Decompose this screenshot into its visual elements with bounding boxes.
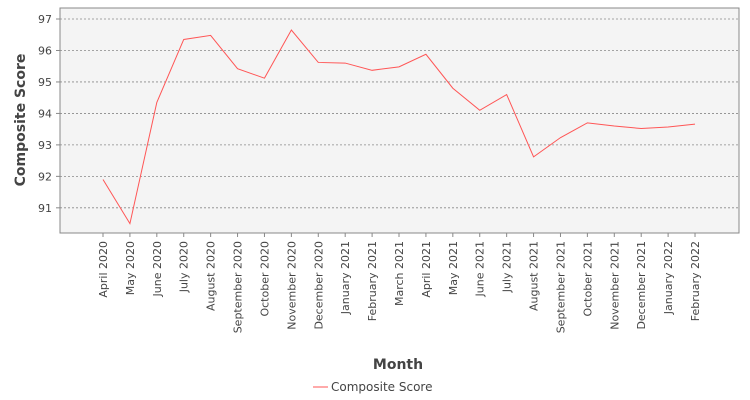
x-tick-label: September 2021 <box>554 241 567 333</box>
x-tick-label: May 2021 <box>447 241 460 295</box>
gridlines <box>60 18 739 209</box>
legend-label: Composite Score <box>331 380 432 394</box>
x-tick-label: June 2021 <box>474 241 487 297</box>
y-tick-label: 97 <box>38 13 52 26</box>
plot-area <box>59 7 740 234</box>
x-tick-label: February 2022 <box>689 241 702 321</box>
y-tick-label: 91 <box>38 202 52 215</box>
x-tick-label: April 2021 <box>420 241 433 298</box>
x-tick-label: October 2021 <box>581 241 594 317</box>
x-tick-label: January 2022 <box>662 241 675 315</box>
y-axis-ticks: 91 92 93 94 95 96 97 <box>38 13 60 215</box>
x-tick-label: June 2020 <box>151 241 164 297</box>
y-tick-label: 92 <box>38 170 52 183</box>
x-tick-label: October 2020 <box>258 241 271 317</box>
x-tick-label: May 2020 <box>124 241 137 295</box>
x-tick-label: August 2020 <box>205 241 218 311</box>
y-tick-label: 95 <box>38 76 52 89</box>
x-tick-label: January 2021 <box>339 241 352 315</box>
x-tick-label: March 2021 <box>393 241 406 306</box>
x-tick-label: December 2021 <box>635 241 648 330</box>
y-tick-label: 96 <box>38 44 52 57</box>
y-axis-title: Composite Score <box>13 54 29 187</box>
x-tick-label: February 2021 <box>366 241 379 321</box>
series-lines <box>102 29 696 225</box>
x-tick-label: April 2020 <box>97 241 110 298</box>
y-tick-label: 93 <box>38 139 52 152</box>
x-tick-label: July 2021 <box>501 241 514 293</box>
x-axis-ticks: April 2020 May 2020 June 2020 July 2020 Augu… <box>97 233 702 333</box>
x-tick-label: August 2021 <box>528 241 541 311</box>
y-tick-label: 94 <box>38 107 52 120</box>
series-line-0 <box>102 29 696 225</box>
legend: Composite Score <box>313 380 432 394</box>
x-tick-label: December 2020 <box>312 241 325 330</box>
x-tick-label: November 2021 <box>608 241 621 330</box>
x-axis-title: Month <box>373 357 423 373</box>
x-tick-label: July 2020 <box>178 241 191 293</box>
x-tick-label: November 2020 <box>285 241 298 330</box>
x-tick-label: September 2020 <box>232 241 245 333</box>
